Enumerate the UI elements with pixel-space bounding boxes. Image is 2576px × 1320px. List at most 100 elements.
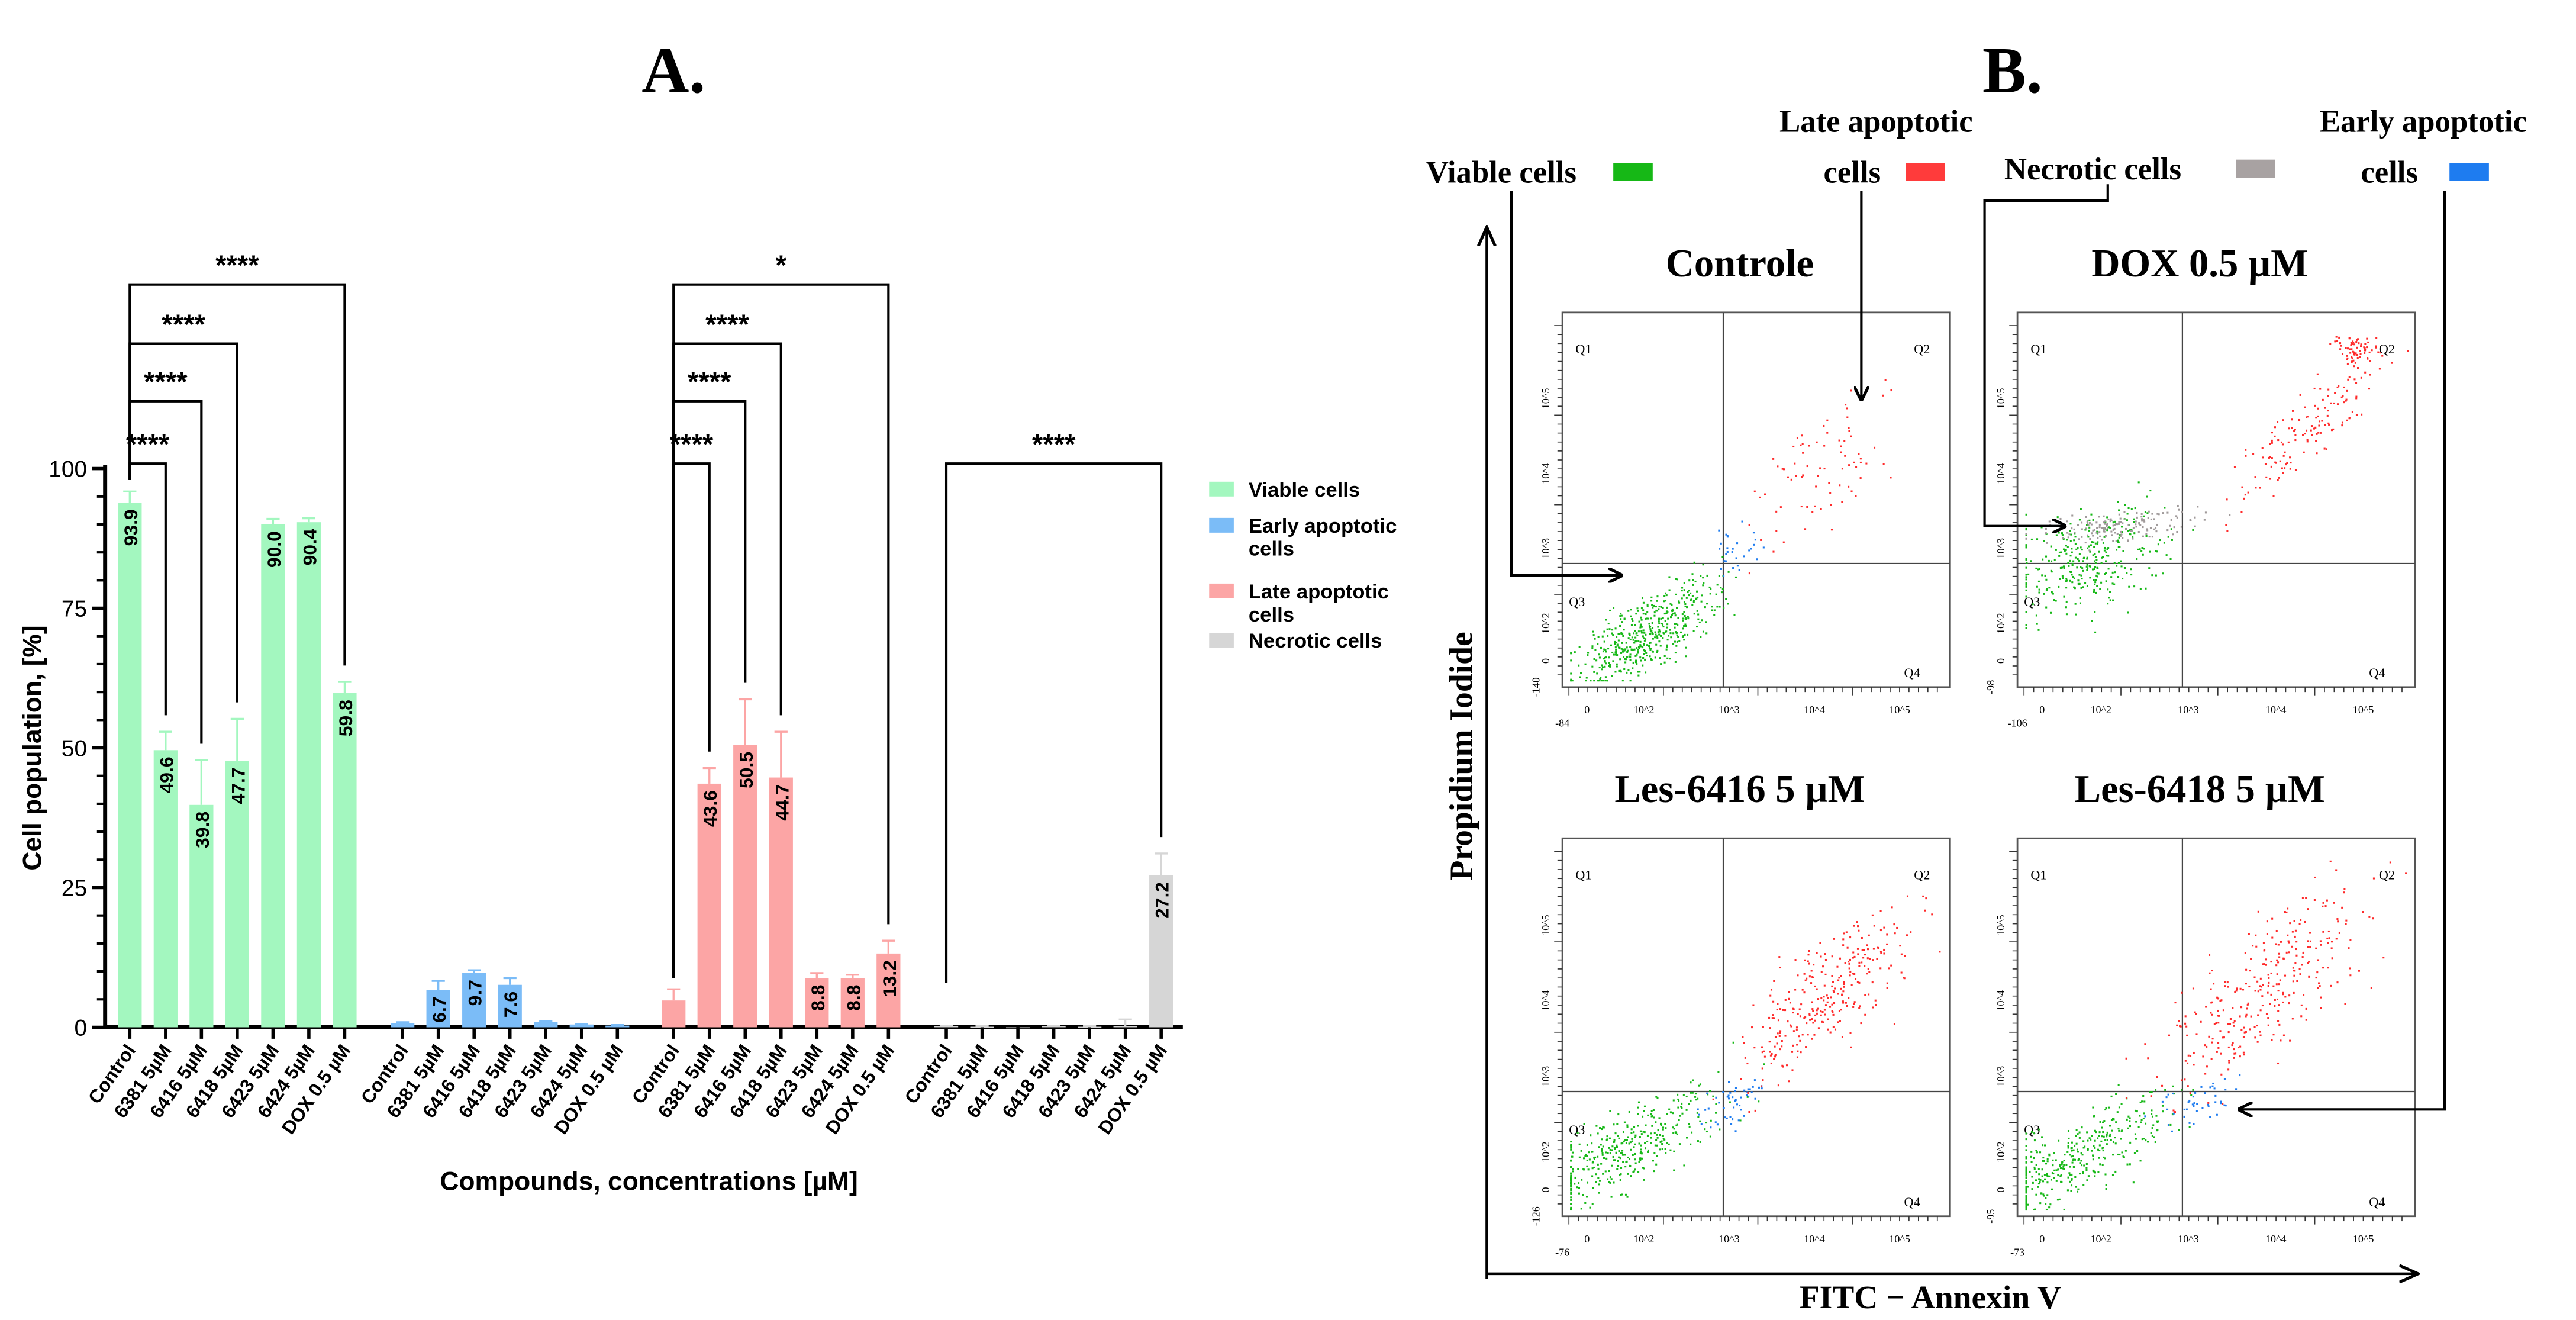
late-event-dot <box>1858 1007 1861 1009</box>
late-event-dot <box>2294 962 2297 964</box>
viable-event-dot <box>1639 1159 1642 1161</box>
viable-event-dot <box>1619 658 1621 661</box>
viable-event-dot <box>2093 1145 2095 1147</box>
late-event-dot <box>2346 389 2349 392</box>
viable-event-dot <box>1630 1175 1632 1177</box>
viable-event-dot <box>2117 540 2119 543</box>
viable-event-dot <box>2127 1127 2130 1129</box>
late-event-dot <box>2299 394 2301 396</box>
viable-event-dot <box>2053 599 2055 601</box>
late-event-dot <box>1839 957 1842 960</box>
y-decade-label: 10^2 <box>1540 1141 1552 1163</box>
late-event-dot <box>1792 445 1795 448</box>
late-event-dot <box>2248 933 2250 935</box>
legend-label: cells <box>1249 538 1294 561</box>
viable-event-dot <box>1601 1152 1604 1155</box>
viable-event-dot <box>2051 560 2053 562</box>
viable-event-dot <box>2107 603 2109 605</box>
viable-event-dot <box>1650 1142 1652 1145</box>
early-event-dot <box>1732 567 1734 569</box>
viable-event-dot <box>1640 630 1643 632</box>
viable-event-dot <box>1570 1187 1572 1190</box>
late-event-dot <box>2300 1004 2303 1006</box>
viable-event-dot <box>2080 508 2082 510</box>
x-decade-label: 10^2 <box>2090 1233 2111 1245</box>
viable-event-dot <box>1637 652 1639 654</box>
viable-event-dot <box>2095 591 2097 594</box>
viable-event-dot <box>1645 671 1647 674</box>
viable-event-dot <box>2041 1175 2043 1177</box>
viable-event-dot <box>1648 623 1650 625</box>
late-event-dot <box>1841 994 1843 996</box>
viable-event-dot <box>2107 588 2109 591</box>
late-event-dot <box>1803 991 1806 994</box>
necrotic-event-dot <box>2156 523 2158 526</box>
viable-event-dot <box>1692 579 1694 581</box>
viable-event-dot <box>2042 558 2044 561</box>
viable-event-dot <box>2114 1142 2117 1145</box>
late-event-dot <box>2238 1047 2240 1049</box>
viable-event-dot <box>1658 640 1661 643</box>
early-event-dot <box>2209 1086 2211 1089</box>
viable-event-dot <box>2139 1101 2142 1103</box>
late-event-dot <box>2356 346 2358 349</box>
late-event-dot <box>1893 923 1895 926</box>
late-event-dot <box>2350 344 2352 346</box>
late-event-dot <box>2266 920 2268 923</box>
viable-event-dot <box>1672 613 1674 615</box>
viable-event-dot <box>2053 1169 2056 1171</box>
viable-event-dot <box>1646 1134 1649 1137</box>
x-decade-label: 10^2 <box>1633 1233 1655 1245</box>
late-event-dot <box>1792 1030 1795 1032</box>
viable-event-dot <box>1656 1144 1658 1147</box>
necrotic-event-dot <box>2103 515 2105 517</box>
necrotic-event-dot <box>2113 527 2116 530</box>
flow-plot-title: DOX 0.5 µM <box>2091 242 2308 285</box>
viable-event-dot <box>2075 548 2078 550</box>
late-event-dot <box>1843 981 1845 983</box>
viable-event-dot <box>2031 1131 2033 1133</box>
quadrant-label: Q3 <box>2024 1122 2040 1137</box>
viable-event-dot <box>1595 659 1598 662</box>
viable-event-dot <box>1625 1142 1627 1145</box>
late-event-dot <box>2259 985 2262 987</box>
viable-event-dot <box>1584 1155 1587 1157</box>
viable-event-dot <box>1650 658 1652 660</box>
viable-event-dot <box>1697 618 1700 620</box>
viable-event-dot <box>1591 1142 1593 1145</box>
viable-event-dot <box>2105 560 2107 562</box>
data-label: 59.8 <box>335 700 356 736</box>
late-event-dot <box>1790 1025 1792 1028</box>
viable-event-dot <box>2124 1150 2127 1152</box>
viable-event-dot <box>2053 559 2056 561</box>
late-event-dot <box>2252 945 2254 947</box>
viable-event-dot <box>2074 603 2077 605</box>
late-event-dot <box>1762 1026 1764 1028</box>
viable-event-dot <box>2035 1164 2037 1166</box>
viable-event-dot <box>2078 1137 2081 1139</box>
viable-event-dot <box>2035 1171 2037 1173</box>
viable-event-dot <box>1636 634 1639 637</box>
late-event-dot <box>1819 942 1821 944</box>
necrotic-event-dot <box>2087 524 2090 526</box>
viable-event-dot <box>2109 599 2111 601</box>
late-event-dot <box>2284 974 2287 977</box>
viable-event-dot <box>2062 577 2064 579</box>
early-event-dot <box>2165 1096 2168 1099</box>
late-event-dot <box>2299 973 2301 975</box>
late-event-dot <box>1781 1045 1783 1048</box>
viable-event-dot <box>2098 550 2100 553</box>
viable-event-dot <box>1659 1134 1661 1137</box>
late-event-dot <box>1868 934 1870 936</box>
late-event-dot <box>2318 420 2321 423</box>
viable-event-dot <box>2061 575 2064 577</box>
late-event-dot <box>2372 877 2375 880</box>
late-event-dot <box>2345 923 2347 925</box>
necrotic-event-dot <box>2103 530 2106 533</box>
viable-event-dot <box>2127 530 2129 532</box>
viable-event-dot <box>2058 1139 2060 1142</box>
late-event-dot <box>1859 1005 1861 1007</box>
viable-event-dot <box>1643 639 1646 642</box>
viable-event-dot <box>2192 529 2194 531</box>
viable-event-dot <box>2121 1151 2123 1154</box>
